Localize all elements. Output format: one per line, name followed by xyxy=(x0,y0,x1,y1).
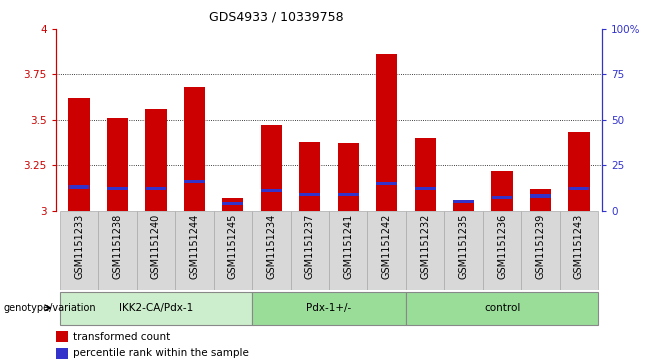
Bar xyxy=(214,211,252,290)
Text: GSM1151239: GSM1151239 xyxy=(536,214,545,279)
Bar xyxy=(492,196,513,199)
Text: GSM1151232: GSM1151232 xyxy=(420,214,430,279)
Bar xyxy=(98,211,137,290)
Bar xyxy=(68,98,89,211)
Text: GSM1151234: GSM1151234 xyxy=(266,214,276,279)
Bar xyxy=(406,211,444,290)
Bar xyxy=(376,182,397,185)
Text: GSM1151238: GSM1151238 xyxy=(113,214,122,279)
Text: genotype/variation: genotype/variation xyxy=(3,303,96,313)
Bar xyxy=(184,180,205,183)
Bar xyxy=(453,200,474,203)
Bar xyxy=(530,195,551,197)
Bar xyxy=(56,331,68,342)
Bar xyxy=(107,118,128,211)
Text: GSM1151243: GSM1151243 xyxy=(574,214,584,279)
Bar xyxy=(252,292,406,325)
Bar xyxy=(367,211,406,290)
Bar xyxy=(329,211,367,290)
Bar xyxy=(299,142,320,211)
Bar xyxy=(338,143,359,211)
Bar xyxy=(492,171,513,211)
Bar xyxy=(175,211,214,290)
Text: Pdx-1+/-: Pdx-1+/- xyxy=(307,303,351,313)
Bar xyxy=(560,211,598,290)
Bar xyxy=(60,292,252,325)
Text: GSM1151236: GSM1151236 xyxy=(497,214,507,279)
Bar xyxy=(68,185,89,188)
Text: transformed count: transformed count xyxy=(74,331,170,342)
Bar xyxy=(415,187,436,190)
Bar xyxy=(261,125,282,211)
Text: control: control xyxy=(484,303,520,313)
Text: GSM1151244: GSM1151244 xyxy=(190,214,199,279)
Bar xyxy=(261,189,282,192)
Bar xyxy=(376,54,397,211)
Text: GDS4933 / 10339758: GDS4933 / 10339758 xyxy=(209,11,343,24)
Bar xyxy=(60,211,98,290)
Text: GSM1151233: GSM1151233 xyxy=(74,214,84,279)
Bar xyxy=(338,192,359,196)
Bar xyxy=(184,87,205,211)
Text: IKK2-CA/Pdx-1: IKK2-CA/Pdx-1 xyxy=(119,303,193,313)
Bar xyxy=(415,138,436,211)
Bar xyxy=(569,187,590,190)
Text: GSM1151235: GSM1151235 xyxy=(459,214,468,279)
Bar xyxy=(569,132,590,211)
Bar xyxy=(453,200,474,211)
Text: GSM1151245: GSM1151245 xyxy=(228,214,238,279)
Bar xyxy=(299,192,320,196)
Text: percentile rank within the sample: percentile rank within the sample xyxy=(74,348,249,358)
Bar xyxy=(107,187,128,190)
Text: GSM1151240: GSM1151240 xyxy=(151,214,161,279)
Bar xyxy=(530,189,551,211)
Text: GSM1151241: GSM1151241 xyxy=(343,214,353,279)
Bar xyxy=(145,109,166,211)
Bar xyxy=(444,211,483,290)
Text: GSM1151237: GSM1151237 xyxy=(305,214,315,279)
Bar xyxy=(56,348,68,359)
Bar xyxy=(406,292,598,325)
Text: GSM1151242: GSM1151242 xyxy=(382,214,392,279)
Bar xyxy=(291,211,329,290)
Bar xyxy=(483,211,521,290)
Bar xyxy=(145,187,166,190)
Bar xyxy=(137,211,175,290)
Bar xyxy=(252,211,291,290)
Bar xyxy=(222,198,243,211)
Bar xyxy=(222,202,243,205)
Bar xyxy=(521,211,560,290)
